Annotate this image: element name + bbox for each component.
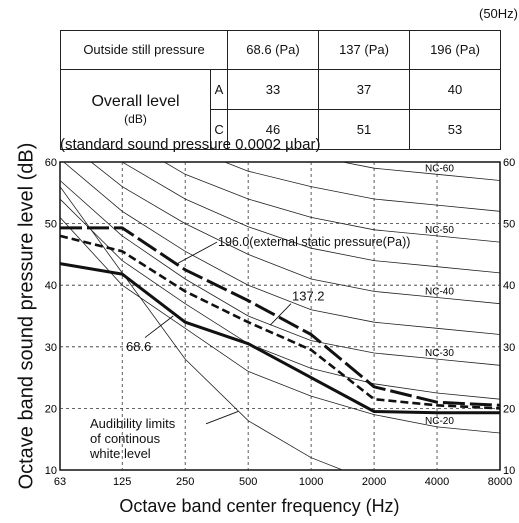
series-label-68: 68.6 — [126, 339, 151, 354]
table-row-a: Overall level (dB) A 33 37 40 — [60, 68, 502, 151]
y-tick-label-left: 60 — [45, 157, 57, 169]
series-label-137: 137.2 — [292, 289, 325, 304]
overall-level-label-cell: Overall level (dB) — [60, 68, 211, 151]
x-tick-label: 125 — [113, 476, 131, 488]
table-row-c: C 46 51 53 — [61, 108, 502, 151]
series-line — [59, 234, 501, 410]
nc-curve-label: NC-40 — [425, 287, 454, 298]
y-tick-label-left: 20 — [45, 403, 57, 415]
y-tick-label-right: 10 — [503, 465, 515, 477]
nc-curve-label: NC-20 — [425, 416, 454, 427]
y-tick-label-right: 50 — [503, 219, 515, 231]
series-label-196: 196.0(external static pressure(Pa)) — [218, 235, 410, 249]
series-leader-196 — [176, 241, 218, 265]
weight-a: A — [209, 68, 229, 110]
y-tick-label-right: 20 — [503, 403, 515, 415]
audibility-curve — [60, 186, 344, 470]
y-tick-label-left: 50 — [45, 219, 57, 231]
series-line — [59, 262, 500, 415]
frequency-note: (50Hz) — [479, 6, 519, 21]
c-value-68: 46 — [227, 108, 320, 151]
audibility-leader — [205, 411, 239, 425]
nc-intermediate-curve — [63, 162, 500, 335]
x-tick-label: 1000 — [299, 476, 323, 488]
nc-curve-label: NC-60 — [425, 163, 454, 174]
series-line — [60, 226, 501, 407]
a-value-137: 37 — [318, 68, 411, 110]
header-pressure-137: 137 (Pa) — [318, 30, 411, 70]
c-value-196: 53 — [409, 108, 502, 151]
chart-title: (standard sound pressure 0.0002 µbar) — [60, 136, 321, 153]
nc-curve-label: NC-30 — [425, 348, 454, 359]
y-tick-label-left: 30 — [45, 342, 57, 354]
nc-curve-label: NC-50 — [425, 225, 454, 236]
nc-intermediate-curve — [121, 162, 500, 274]
overall-level-unit: (dB) — [124, 112, 147, 127]
x-axis-title: Octave band center frequency (Hz) — [119, 496, 400, 516]
series-leader-137 — [269, 303, 292, 326]
y-tick-label-right: 60 — [503, 157, 515, 169]
overall-level-label: Overall level — [91, 93, 180, 111]
overall-level-table: Outside still pressure 68.6 (Pa) 137 (Pa… — [59, 30, 502, 151]
table-header-row: Outside still pressure 68.6 (Pa) 137 (Pa… — [59, 30, 502, 70]
audibility-label: of continous — [90, 431, 161, 446]
x-tick-label: 4000 — [425, 476, 449, 488]
y-tick-label-left: 40 — [45, 280, 57, 292]
nc-curve-line — [163, 162, 500, 243]
c-value-137: 51 — [318, 108, 411, 151]
nc-intermediate-curve — [60, 39, 500, 156]
weight-c: C — [209, 108, 229, 151]
series-leader-68 — [144, 315, 174, 338]
x-tick-label: 500 — [239, 476, 257, 488]
plot-frame — [59, 161, 501, 471]
nc-curve-line — [90, 162, 500, 305]
a-value-68: 33 — [227, 68, 320, 110]
x-tick-label: 250 — [176, 476, 194, 488]
nc-intermediate-curve — [60, 198, 500, 400]
nc-intermediate-curve — [223, 162, 500, 212]
nc-curve-line — [60, 180, 500, 366]
header-pressure-196: 196 (Pa) — [409, 30, 502, 70]
header-pressure-68: 68.6 (Pa) — [227, 30, 320, 70]
x-tick-label: 8000 — [488, 476, 512, 488]
audibility-label: white level — [89, 446, 151, 461]
y-tick-label-right: 40 — [503, 280, 515, 292]
x-tick-label: 63 — [54, 476, 66, 488]
nc-curve-line — [340, 162, 500, 181]
y-tick-label-left: 10 — [45, 465, 57, 477]
header-outside-still-pressure: Outside still pressure — [59, 30, 229, 70]
audibility-label: Audibility limits — [90, 416, 176, 431]
y-tick-label-right: 30 — [503, 342, 515, 354]
x-tick-label: 2000 — [362, 476, 386, 488]
nc-curve-line — [60, 217, 500, 434]
